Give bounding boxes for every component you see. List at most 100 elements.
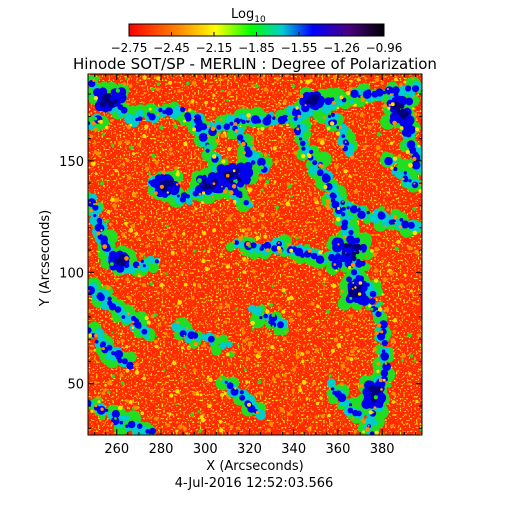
map-blob bbox=[140, 411, 145, 416]
map-blob bbox=[170, 344, 173, 347]
map-blob bbox=[258, 176, 263, 181]
map-blob bbox=[271, 284, 275, 288]
map-blob bbox=[197, 187, 203, 193]
map-blob bbox=[336, 282, 339, 285]
map-blob bbox=[323, 185, 328, 189]
map-blob bbox=[100, 341, 106, 347]
map-blob bbox=[257, 351, 262, 356]
map-blob bbox=[122, 82, 127, 86]
map-blob bbox=[411, 390, 413, 393]
map-blob bbox=[240, 327, 245, 331]
map-blob bbox=[122, 385, 125, 388]
map-blob bbox=[176, 194, 180, 198]
map-blob bbox=[310, 94, 316, 100]
map-blob bbox=[236, 134, 244, 141]
map-blob bbox=[286, 115, 292, 121]
colorbar-tick-labels: −2.75 −2.45 −2.15 −1.85 −1.55 −1.26 −0.96 bbox=[111, 41, 403, 55]
map-blob bbox=[108, 222, 112, 226]
map-blob bbox=[145, 244, 149, 248]
map-blob bbox=[142, 283, 146, 287]
map-blob bbox=[126, 140, 131, 145]
map-blob bbox=[107, 380, 112, 386]
map-blob bbox=[285, 432, 290, 435]
map-blob bbox=[185, 194, 190, 199]
map-blob bbox=[93, 150, 98, 155]
map-blob bbox=[314, 415, 319, 419]
map-blob bbox=[394, 246, 399, 251]
map-blob bbox=[189, 242, 193, 246]
map-blob bbox=[137, 272, 141, 276]
map-blob bbox=[293, 116, 298, 121]
map-blob bbox=[388, 270, 394, 276]
colorbar-tick-label: −0.96 bbox=[366, 41, 403, 55]
map-blob bbox=[220, 133, 226, 139]
map-blob bbox=[110, 143, 115, 147]
map-blob bbox=[185, 115, 192, 122]
map-blob bbox=[148, 113, 156, 121]
map-blob bbox=[252, 119, 256, 123]
map-blob bbox=[160, 273, 163, 276]
map-blob bbox=[295, 89, 299, 93]
map-blob bbox=[229, 190, 234, 195]
map-blob bbox=[246, 386, 249, 389]
map-blob bbox=[212, 228, 217, 233]
map-blob bbox=[210, 403, 213, 406]
map-blob bbox=[95, 202, 98, 206]
map-blob bbox=[396, 370, 399, 373]
map-blob bbox=[135, 395, 138, 398]
map-blob bbox=[232, 169, 236, 173]
map-blob bbox=[390, 166, 394, 170]
map-blob bbox=[247, 404, 256, 413]
map-blob bbox=[204, 100, 208, 105]
x-tick-label: 300 bbox=[193, 442, 218, 457]
map-blob bbox=[101, 337, 106, 343]
map-blob bbox=[244, 233, 249, 238]
map-blob bbox=[232, 350, 235, 354]
map-blob bbox=[402, 177, 405, 181]
map-blob bbox=[356, 78, 360, 82]
map-blob bbox=[131, 152, 136, 156]
map-blob bbox=[365, 95, 370, 99]
map-blob bbox=[391, 97, 397, 102]
map-blob bbox=[330, 112, 335, 117]
map-blob bbox=[110, 262, 114, 266]
map-blob bbox=[351, 416, 355, 420]
map-blob bbox=[295, 329, 298, 332]
map-blob bbox=[333, 337, 339, 343]
map-blob bbox=[314, 119, 318, 123]
map-blob bbox=[365, 327, 368, 330]
map-blob bbox=[234, 387, 237, 390]
map-blob bbox=[413, 182, 416, 185]
map-blob bbox=[119, 253, 126, 261]
map-blob bbox=[301, 154, 306, 159]
map-blob bbox=[386, 208, 390, 212]
map-blob bbox=[351, 244, 358, 250]
map-blob bbox=[243, 227, 247, 231]
map-blob bbox=[175, 183, 179, 186]
map-blob bbox=[340, 200, 346, 205]
map-blob bbox=[150, 87, 155, 91]
map-blob bbox=[336, 131, 340, 136]
map-blob bbox=[370, 249, 374, 253]
map-blob bbox=[399, 103, 405, 109]
map-blob bbox=[317, 270, 322, 275]
map-blob bbox=[150, 388, 154, 393]
map-blob bbox=[263, 234, 268, 239]
map-blob bbox=[276, 245, 281, 251]
map-blob bbox=[107, 93, 112, 98]
map-blob bbox=[175, 304, 179, 308]
map-blob bbox=[245, 380, 249, 384]
map-blob bbox=[229, 214, 233, 218]
map-blob bbox=[101, 347, 105, 351]
map-blob bbox=[192, 249, 197, 253]
map-blob bbox=[365, 427, 371, 432]
map-blob bbox=[339, 254, 347, 263]
map-blob bbox=[411, 160, 421, 170]
map-blob bbox=[227, 115, 233, 121]
map-blob bbox=[97, 294, 105, 302]
map-blob bbox=[99, 419, 102, 422]
map-blob bbox=[188, 108, 192, 112]
map-blob bbox=[180, 106, 186, 113]
map-blob bbox=[375, 311, 382, 318]
map-blob bbox=[209, 347, 212, 350]
